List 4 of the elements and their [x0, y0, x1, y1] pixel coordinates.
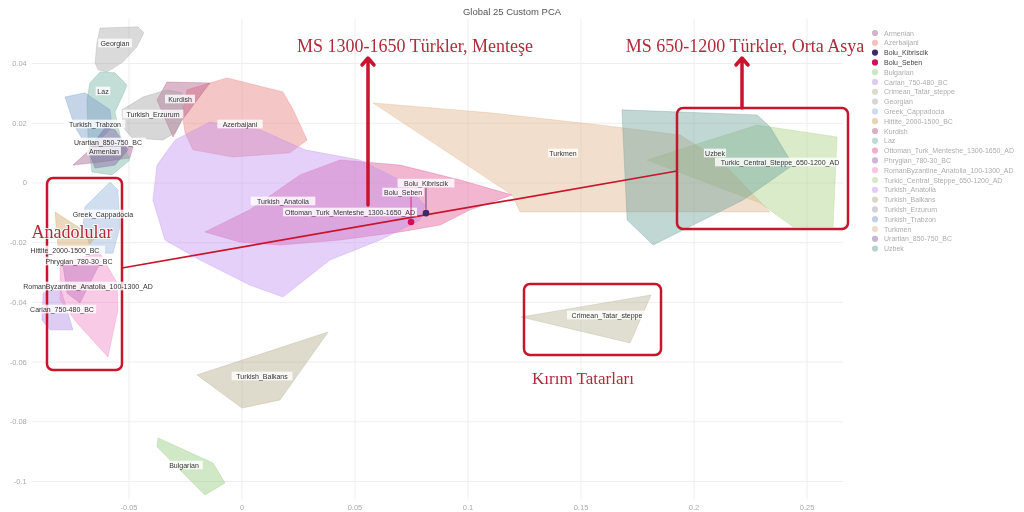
- annotation: MS 650-1200 Türkler, Orta Asya: [625, 36, 865, 56]
- chart-title: Global 25 Custom PCA: [462, 5, 562, 17]
- annotation: Kırım Tatarları: [532, 368, 635, 388]
- annotation: MS 1300-1650 Türkler, Menteşe: [297, 36, 533, 56]
